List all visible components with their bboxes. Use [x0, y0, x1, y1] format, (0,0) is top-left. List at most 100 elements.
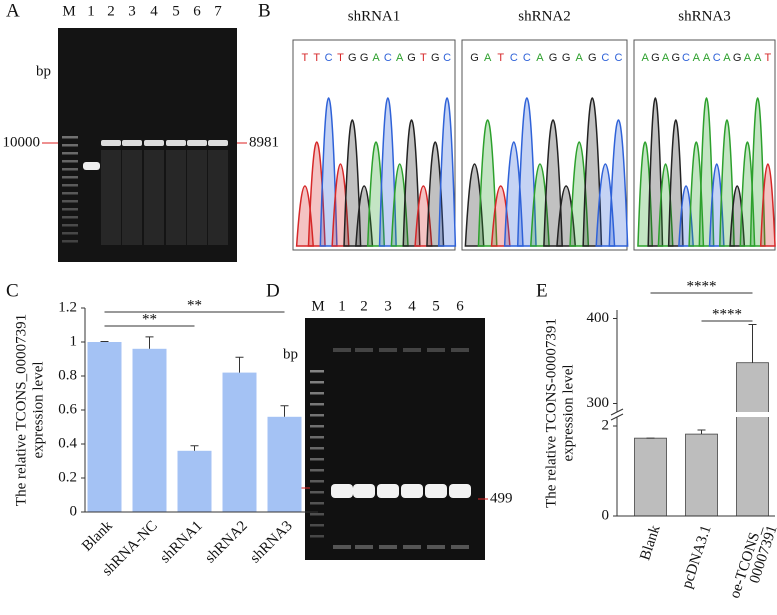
significance-label: **	[187, 297, 202, 313]
y-tick-label: 2	[602, 417, 610, 433]
gel-band	[451, 545, 469, 549]
lane-label: 7	[214, 3, 222, 19]
gel-band	[101, 140, 121, 146]
base-letter: C	[443, 52, 451, 64]
x-tick-label: Blank	[637, 523, 663, 562]
lane-label: 1	[87, 3, 95, 19]
base-letter: C	[510, 52, 518, 64]
ladder-band	[310, 392, 324, 395]
base-letter: C	[523, 52, 531, 64]
gel-band	[166, 140, 186, 146]
lane-label: 3	[384, 298, 392, 314]
lane-label: 6	[456, 298, 464, 314]
bar	[634, 437, 667, 517]
base-letter: A	[662, 52, 670, 64]
y-tick-label: 400	[587, 310, 610, 326]
axis-break-gap	[609, 412, 775, 417]
base-letter: T	[313, 52, 320, 64]
gel-band	[377, 484, 399, 498]
base-letter: A	[484, 52, 492, 64]
gel-band	[333, 545, 351, 549]
base-letter: G	[549, 52, 558, 64]
y-tick-label: 300	[587, 395, 610, 411]
lane-label: 2	[360, 298, 368, 314]
ladder-band	[310, 414, 324, 417]
ladder-band	[62, 232, 78, 235]
gel-d	[305, 318, 485, 560]
bar	[267, 416, 302, 512]
gel-well	[451, 348, 469, 352]
gel-smear	[101, 150, 121, 245]
ladder-band	[62, 160, 78, 163]
trace-peak	[608, 119, 629, 247]
ladder-band	[310, 370, 324, 373]
y-tick-label: 1.2	[58, 299, 77, 315]
trace-title: shRNA3	[678, 8, 731, 24]
gel-well	[333, 348, 351, 352]
base-letter: A	[372, 52, 380, 64]
gel-well	[379, 348, 397, 352]
y-axis-label: expression level	[30, 361, 46, 458]
lane-label: 4	[150, 3, 158, 19]
gel-band	[403, 545, 421, 549]
ladder-band	[62, 240, 78, 243]
panel-label: B	[258, 0, 271, 21]
y-axis-label: The relative TCONS_00007391	[13, 314, 29, 506]
band-label: 8981	[249, 134, 279, 150]
error-bar	[280, 405, 289, 417]
gel-well	[355, 348, 373, 352]
base-letter: G	[431, 52, 440, 64]
bar	[736, 362, 769, 517]
trace-peak	[438, 97, 457, 247]
bar	[132, 348, 167, 512]
error-bar	[145, 336, 154, 349]
base-letter: T	[497, 52, 504, 64]
lane-label: 5	[432, 298, 440, 314]
marker-label: 10000	[3, 134, 41, 150]
ladder-band	[310, 436, 324, 439]
ladder-band	[62, 224, 78, 227]
significance-label: ****	[712, 306, 742, 322]
gel-smear	[187, 150, 207, 245]
ladder-band	[62, 136, 78, 139]
gel-band	[401, 484, 423, 498]
ladder-band	[310, 381, 324, 384]
error-bar	[100, 340, 109, 342]
y-axis-label: expression level	[560, 364, 576, 461]
base-letter: C	[682, 52, 690, 64]
ladder-band	[62, 200, 78, 203]
lane-label: 6	[193, 3, 201, 19]
base-letter: C	[325, 52, 333, 64]
base-letter: A	[703, 52, 711, 64]
significance-label: **	[142, 311, 157, 327]
x-tick-label: Blank	[79, 518, 116, 555]
ladder-band	[62, 168, 78, 171]
base-letter: G	[360, 52, 369, 64]
gel-band	[449, 484, 471, 498]
y-tick-label: 0.2	[58, 469, 77, 485]
lane-label: 4	[408, 298, 416, 314]
base-letter: C	[384, 52, 392, 64]
base-letter: G	[348, 52, 357, 64]
axis-break-mark	[610, 413, 624, 421]
base-letter: A	[576, 52, 584, 64]
base-letter: G	[672, 52, 681, 64]
ladder-band	[62, 184, 78, 187]
ladder-band	[310, 403, 324, 406]
lane-label: 2	[107, 3, 115, 19]
gel-smear	[144, 150, 164, 245]
lane-label: 3	[128, 3, 136, 19]
gel-well	[427, 348, 445, 352]
trace-title: shRNA1	[348, 8, 401, 24]
ladder-band	[310, 502, 324, 505]
base-letter: A	[396, 52, 404, 64]
base-letter: G	[733, 52, 742, 64]
base-letter: T	[765, 52, 772, 64]
bar	[685, 433, 718, 517]
y-tick-label: 0.4	[58, 435, 77, 451]
ladder-band	[62, 192, 78, 195]
gel-band	[425, 484, 447, 498]
y-tick-label: 0.8	[58, 367, 77, 383]
unit-label: bp	[283, 346, 298, 362]
x-tick-label: shRNA1	[157, 518, 205, 566]
